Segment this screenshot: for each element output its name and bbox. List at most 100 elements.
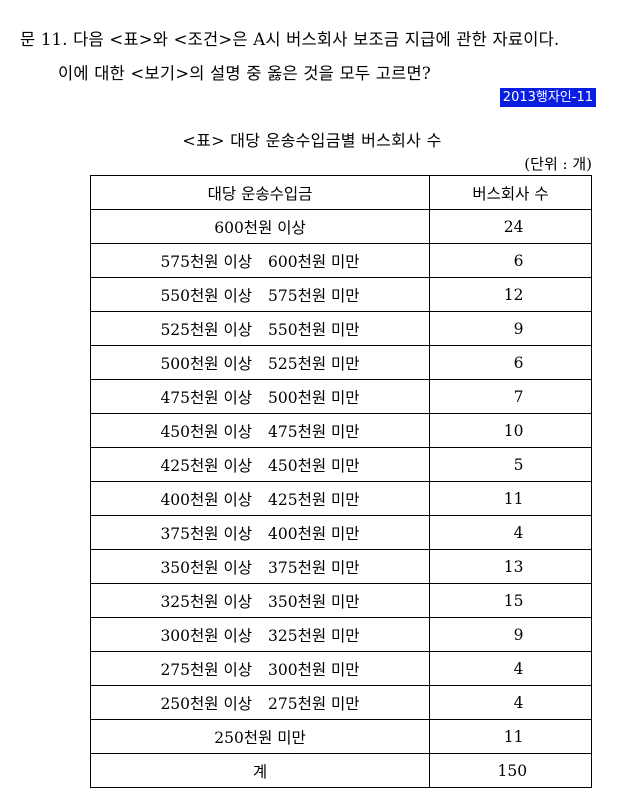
revenue-range-cell: 400천원 이상 425천원 미만: [90, 481, 430, 516]
revenue-range-cell: 475천원 이상 500천원 미만: [90, 379, 430, 414]
range-from: 250천원 미만: [214, 728, 306, 747]
question-line-2: 이에 대한 <보기>의 설명 중 옳은 것을 모두 고르면?: [58, 64, 431, 83]
total-label: 계: [90, 753, 430, 788]
table-row: 275천원 이상 300천원 미만 4: [90, 651, 592, 686]
header-count: 버스회사 수: [429, 175, 592, 210]
company-count-cell: 7: [429, 379, 592, 414]
table-row: 300천원 이상 325천원 미만 9: [90, 617, 592, 652]
table-row: 600천원 이상 24: [90, 209, 592, 244]
table-row: 425천원 이상 450천원 미만 5: [90, 447, 592, 482]
company-count: 6: [513, 353, 524, 372]
revenue-range-cell: 325천원 이상 350천원 미만: [90, 583, 430, 618]
company-count: 6: [513, 251, 524, 270]
table-row: 475천원 이상 500천원 미만 7: [90, 379, 592, 414]
company-count: 5: [513, 455, 524, 474]
table-title: <표> 대당 운송수입금별 버스회사 수: [182, 131, 442, 150]
range-from: 475천원 이상: [160, 388, 252, 407]
company-count-cell: 13: [429, 549, 592, 584]
range-to: 400천원 미만: [268, 524, 360, 543]
range-from: 500천원 이상: [160, 354, 252, 373]
range-from: 450천원 이상: [160, 422, 252, 441]
range-to: 275천원 미만: [268, 694, 360, 713]
range-from: 375천원 이상: [160, 524, 252, 543]
revenue-range-cell: 300천원 이상 325천원 미만: [90, 617, 430, 652]
revenue-range-cell: 500천원 이상 525천원 미만: [90, 345, 430, 380]
table-row: 500천원 이상 525천원 미만 6: [90, 345, 592, 380]
range-to: 525천원 미만: [268, 354, 360, 373]
revenue-range-cell: 250천원 이상 275천원 미만: [90, 685, 430, 720]
revenue-range-cell: 375천원 이상 400천원 미만: [90, 515, 430, 550]
table-row: 525천원 이상 550천원 미만 9: [90, 311, 592, 346]
range-to: 325천원 미만: [268, 626, 360, 645]
range-from: 600천원 이상: [214, 218, 306, 237]
total-row: 계 150: [90, 753, 592, 788]
range-from: 275천원 이상: [160, 660, 252, 679]
table-row: 375천원 이상 400천원 미만 4: [90, 515, 592, 550]
company-count-cell: 6: [429, 243, 592, 278]
table-row: 450천원 이상 475천원 미만 10: [90, 413, 592, 448]
range-to: 350천원 미만: [268, 592, 360, 611]
company-count-cell: 10: [429, 413, 592, 448]
range-from: 400천원 이상: [160, 490, 252, 509]
range-from: 300천원 이상: [160, 626, 252, 645]
range-from: 350천원 이상: [160, 558, 252, 577]
revenue-range-cell: 550천원 이상 575천원 미만: [90, 277, 430, 312]
range-from: 525천원 이상: [160, 320, 252, 339]
company-count-cell: 5: [429, 447, 592, 482]
table-row: 250천원 미만 11: [90, 719, 592, 754]
range-from: 575천원 이상: [160, 252, 252, 271]
company-count: 4: [513, 523, 524, 542]
revenue-range-cell: 425천원 이상 450천원 미만: [90, 447, 430, 482]
range-to: 425천원 미만: [268, 490, 360, 509]
company-count: 12: [503, 285, 524, 304]
company-count-cell: 12: [429, 277, 592, 312]
range-from: 325천원 이상: [160, 592, 252, 611]
table-row: 250천원 이상 275천원 미만 4: [90, 685, 592, 720]
company-count-cell: 9: [429, 311, 592, 346]
unit-label: (단위 : 개): [524, 155, 592, 173]
company-count: 13: [503, 557, 524, 576]
table-body: 600천원 이상 24 575천원 이상 600천원 미만 6 550천원 이상 575천원…: [90, 209, 592, 754]
company-count: 15: [503, 591, 524, 610]
table-row: 575천원 이상 600천원 미만 6: [90, 243, 592, 278]
range-to: 375천원 미만: [268, 558, 360, 577]
range-from: 250천원 이상: [160, 694, 252, 713]
range-to: 500천원 미만: [268, 388, 360, 407]
company-count: 9: [513, 319, 524, 338]
revenue-range-cell: 450천원 이상 475천원 미만: [90, 413, 430, 448]
company-count: 11: [503, 727, 524, 746]
company-count-cell: 4: [429, 685, 592, 720]
revenue-range-cell: 525천원 이상 550천원 미만: [90, 311, 430, 346]
company-count-cell: 11: [429, 719, 592, 754]
company-count: 7: [513, 387, 524, 406]
range-to: 450천원 미만: [268, 456, 360, 475]
company-count: 11: [503, 489, 524, 508]
company-count: 4: [513, 659, 524, 678]
revenue-range-cell: 250천원 미만: [90, 719, 430, 754]
company-count: 9: [513, 625, 524, 644]
table-row: 350천원 이상 375천원 미만 13: [90, 549, 592, 584]
question-line-1: 문 11. 다음 <표>와 <조건>은 A시 버스회사 보조금 지급에 관한 자…: [20, 30, 560, 49]
company-count: 24: [503, 217, 524, 236]
company-count-cell: 24: [429, 209, 592, 244]
table-row: 325천원 이상 350천원 미만 15: [90, 583, 592, 618]
source-tag: 2013행자인-11: [499, 88, 596, 107]
revenue-table: 대당 운송수입금 버스회사 수 600천원 이상 24 575천원 이상 600천원 …: [90, 175, 592, 788]
range-to: 600천원 미만: [268, 252, 360, 271]
range-to: 575천원 미만: [268, 286, 360, 305]
company-count-cell: 4: [429, 651, 592, 686]
range-from: 550천원 이상: [160, 286, 252, 305]
revenue-range-cell: 575천원 이상 600천원 미만: [90, 243, 430, 278]
range-to: 475천원 미만: [268, 422, 360, 441]
range-to: 300천원 미만: [268, 660, 360, 679]
total-count-cell: 150: [429, 753, 592, 788]
table-row: 400천원 이상 425천원 미만 11: [90, 481, 592, 516]
revenue-range-cell: 350천원 이상 375천원 미만: [90, 549, 430, 584]
company-count-cell: 11: [429, 481, 592, 516]
company-count: 10: [503, 421, 524, 440]
company-count-cell: 9: [429, 617, 592, 652]
revenue-range-cell: 275천원 이상 300천원 미만: [90, 651, 430, 686]
table-row: 550천원 이상 575천원 미만 12: [90, 277, 592, 312]
company-count-cell: 15: [429, 583, 592, 618]
company-count-cell: 6: [429, 345, 592, 380]
